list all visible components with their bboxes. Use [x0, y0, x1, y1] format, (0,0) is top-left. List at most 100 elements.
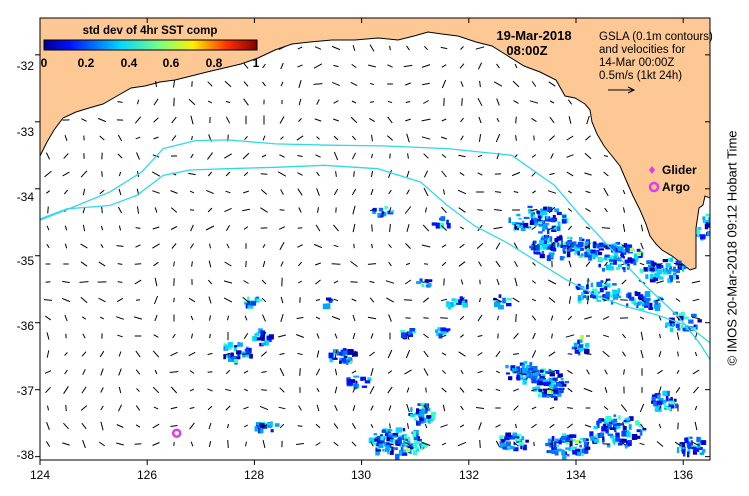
sst-pixel — [451, 298, 456, 301]
sst-pixel — [523, 376, 526, 379]
sst-pixel — [593, 245, 596, 249]
sst-pixel — [688, 319, 694, 324]
sst-pixel — [590, 435, 595, 441]
sst-pixel — [332, 357, 338, 360]
velocity-arrow — [224, 207, 232, 213]
sst-pixel — [543, 389, 550, 394]
velocity-arrow — [170, 207, 178, 213]
velocity-arrow — [280, 136, 284, 140]
info-text: GSLA (0.1m contours) and velocities for … — [599, 31, 713, 82]
velocity-arrow — [82, 224, 86, 232]
velocity-arrow — [567, 99, 573, 105]
velocity-arrow — [496, 117, 500, 123]
velocity-arrow — [478, 261, 482, 267]
sst-pixel — [389, 210, 395, 213]
velocity-arrow — [45, 190, 51, 194]
sst-pixel — [674, 403, 678, 409]
sst-pixel — [446, 301, 450, 307]
y-axis-tick-marks — [35, 54, 710, 458]
sst-pixel — [601, 439, 605, 443]
velocity-arrow — [386, 297, 394, 303]
velocity-arrow — [261, 331, 267, 341]
sst-pixel — [523, 222, 529, 228]
sst-pixel — [605, 245, 611, 250]
sst-pixel — [682, 328, 686, 332]
velocity-arrow — [279, 154, 285, 158]
sst-pixel — [635, 257, 639, 262]
sst-pixel — [531, 209, 535, 213]
sst-pixel — [610, 300, 614, 305]
sst-pixel — [596, 281, 603, 288]
sst-pixel — [639, 430, 643, 436]
sst-pixel — [350, 379, 356, 383]
sst-pixel — [672, 272, 677, 277]
velocity-arrow — [171, 135, 177, 141]
sst-pixel — [520, 445, 523, 450]
velocity-arrow — [45, 441, 51, 447]
sst-pixel — [328, 352, 334, 359]
sst-pixel — [551, 450, 556, 454]
sst-pixel — [557, 226, 561, 232]
sst-pixel — [414, 439, 420, 445]
sst-pixel — [402, 427, 406, 432]
velocity-arrow — [333, 100, 339, 104]
velocity-arrow — [225, 405, 231, 411]
sst-pixel — [557, 373, 563, 378]
velocity-arrow — [137, 206, 139, 214]
sst-pixel — [602, 423, 607, 430]
sst-pixel — [401, 452, 408, 456]
sst-pixel — [593, 425, 598, 429]
velocity-arrow — [81, 386, 87, 394]
velocity-arrow — [262, 81, 266, 87]
velocity-arrow — [100, 421, 104, 431]
velocity-arrow — [601, 227, 611, 229]
sst-pixel — [551, 242, 556, 247]
sst-pixel — [440, 331, 447, 335]
sst-pixel — [590, 282, 593, 288]
sst-pixel — [636, 429, 642, 433]
velocity-arrow — [297, 244, 303, 248]
velocity-arrow — [421, 64, 431, 68]
sst-pixel — [699, 452, 705, 455]
velocity-arrow — [314, 46, 322, 50]
velocity-arrow — [477, 314, 483, 322]
velocity-arrow — [63, 422, 69, 430]
velocity-arrow — [243, 190, 249, 194]
sst-pixel — [545, 442, 550, 447]
velocity-arrow — [478, 134, 482, 142]
sst-pixel — [630, 258, 636, 264]
velocity-arrow — [407, 153, 409, 159]
velocity-arrow — [460, 46, 464, 50]
velocity-arrow — [81, 316, 87, 320]
sst-pixel — [519, 372, 522, 376]
velocity-arrow — [423, 187, 429, 197]
sst-pixel — [560, 244, 567, 248]
sst-pixel — [614, 245, 619, 249]
velocity-arrow — [621, 262, 627, 266]
sst-pixel — [233, 359, 239, 364]
sst-pixel — [267, 422, 272, 425]
sst-pixel — [560, 239, 563, 246]
sst-pixel — [613, 418, 618, 423]
velocity-arrow — [117, 101, 123, 103]
velocity-arrow — [550, 153, 554, 159]
velocity-arrow — [117, 334, 123, 338]
sst-pixel — [605, 280, 608, 286]
sst-pixel — [391, 446, 394, 453]
velocity-arrow — [568, 116, 572, 124]
velocity-arrow — [423, 405, 429, 411]
legend: Glider Argo — [648, 163, 697, 194]
velocity-arrow — [623, 207, 625, 213]
sst-pixel — [242, 352, 246, 358]
velocity-arrow — [63, 386, 69, 394]
sst-pixel — [669, 400, 675, 405]
velocity-arrow — [279, 423, 285, 429]
velocity-arrow — [118, 351, 122, 357]
velocity-arrow — [227, 439, 229, 449]
sst-pixel — [559, 437, 562, 441]
sst-pixel — [584, 343, 590, 348]
sst-pixel — [558, 382, 564, 387]
sst-pixel — [551, 446, 556, 451]
velocity-arrow — [388, 405, 392, 411]
velocity-arrow — [135, 244, 141, 248]
